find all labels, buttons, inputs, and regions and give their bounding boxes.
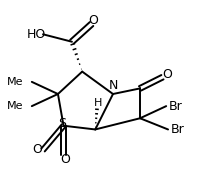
Text: O: O [89, 14, 98, 27]
Text: O: O [60, 153, 70, 166]
Text: Me: Me [7, 101, 23, 111]
Text: O: O [162, 68, 172, 81]
Text: N: N [108, 79, 118, 92]
Text: H: H [94, 98, 102, 108]
Text: Br: Br [170, 123, 184, 136]
Text: O: O [32, 143, 42, 156]
Text: Me: Me [7, 77, 23, 87]
Text: HO: HO [27, 28, 46, 41]
Text: S: S [58, 117, 66, 130]
Text: Br: Br [169, 100, 182, 113]
